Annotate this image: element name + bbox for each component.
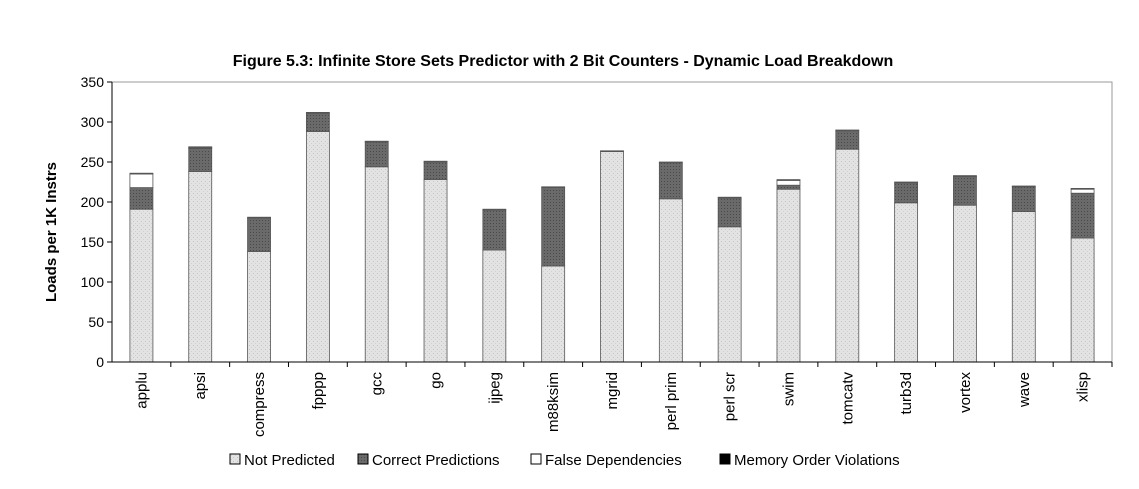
bar-segment [541, 265, 566, 363]
bar-segment [894, 181, 919, 184]
y-tick-label: 200 [81, 194, 105, 210]
bar-segment [1070, 188, 1095, 194]
bar-segment [776, 179, 801, 181]
bar-segment [894, 202, 919, 363]
bar-segment [423, 160, 448, 163]
legend-swatch [530, 453, 542, 465]
x-category-label: turb3d [898, 372, 915, 415]
bar-segment [835, 130, 860, 150]
bar-segment [305, 112, 330, 114]
chart-title: Figure 5.3: Infinite Store Sets Predicto… [233, 53, 894, 70]
bar-segment [364, 141, 389, 168]
bar-segment [247, 216, 271, 219]
bar-segment [658, 198, 683, 363]
legend-label: False Dependencies [545, 452, 682, 469]
legend-swatch [719, 453, 731, 465]
bar-segment [188, 147, 213, 172]
y-tick-label: 250 [81, 154, 105, 170]
x-category-label: fpppp [310, 372, 327, 410]
bar-segment [717, 197, 742, 228]
bar-segment [658, 162, 683, 200]
legend-label: Correct Predictions [372, 452, 500, 469]
bar-segment [364, 166, 389, 363]
bar-segment [541, 186, 566, 189]
x-category-label: m88ksim [545, 372, 562, 432]
y-tick-label: 0 [96, 354, 104, 370]
bar-segment [1011, 185, 1036, 188]
x-category-label: go [428, 372, 445, 389]
bar-segment [600, 151, 624, 363]
bar-segment [835, 148, 860, 363]
bar-segment [482, 209, 507, 251]
x-category-label: tomcatv [839, 372, 856, 425]
x-category-label: xlisp [1075, 372, 1092, 402]
bar-segment [423, 161, 448, 181]
x-category-label: ijpeg [486, 372, 503, 404]
bar-segment [541, 187, 566, 267]
bar-segment [482, 208, 507, 211]
legend-label: Memory Order Violations [734, 452, 900, 469]
bar-segment [717, 196, 742, 199]
x-category-label: gcc [369, 372, 386, 396]
x-category-label: mgrid [604, 372, 621, 410]
bar-segment [1070, 237, 1095, 363]
plot-area [111, 81, 1113, 363]
bar-segment [129, 172, 154, 175]
bar-segment [364, 140, 389, 143]
bar-segment [953, 175, 977, 206]
bar-segment [658, 161, 683, 164]
x-category-label: wave [1016, 372, 1033, 408]
bar-segment [305, 131, 330, 363]
x-category-label: applu [133, 372, 150, 409]
y-tick-label: 150 [81, 234, 105, 250]
bar-segment [129, 187, 154, 210]
bar-segment [305, 112, 330, 132]
y-tick-label: 50 [88, 314, 104, 330]
bar-segment [717, 226, 742, 363]
x-category-label: apsi [192, 372, 209, 400]
bar-segment [482, 249, 507, 363]
bar-segment [423, 179, 448, 363]
bar-segment [894, 182, 919, 204]
bar-segment [776, 184, 801, 190]
x-category-label: vortex [957, 372, 974, 413]
bar-segment [129, 208, 154, 363]
bar-segment [776, 179, 801, 186]
y-tick-label: 350 [81, 74, 105, 90]
bar-segment [835, 129, 860, 132]
legend: Not Predicted Correct Predictions False De… [229, 452, 900, 469]
bar-segment [953, 175, 977, 177]
bar-segment [247, 217, 271, 252]
y-axis-title: Loads per 1K Instrs [43, 162, 60, 302]
bar-segment [1070, 187, 1095, 190]
bar-segment [1011, 186, 1036, 213]
bar-segment [953, 204, 977, 363]
x-category-label: compress [251, 372, 268, 437]
y-tick-label: 300 [81, 114, 105, 130]
bar-segment [1011, 211, 1036, 363]
legend-label: Not Predicted [244, 452, 335, 469]
x-category-label: swim [780, 372, 797, 406]
x-axis: applu apsi compress fpppp gcc go ijpeg m88ksim m… [112, 361, 1113, 437]
legend-swatch [357, 453, 369, 465]
bar-segment [129, 173, 154, 188]
bar-segment [1070, 192, 1095, 239]
y-axis: 0 50 100 150 200 250 300 350 [81, 74, 113, 370]
x-category-label: perl prim [663, 372, 680, 430]
bar-segment [247, 251, 271, 363]
bar-segment [188, 171, 213, 363]
bar-segment [600, 150, 624, 153]
legend-swatch [229, 453, 241, 465]
x-category-label: perl scr [722, 372, 739, 421]
bar-segment [188, 146, 213, 149]
bar-segment [776, 188, 801, 363]
y-tick-label: 100 [81, 274, 105, 290]
